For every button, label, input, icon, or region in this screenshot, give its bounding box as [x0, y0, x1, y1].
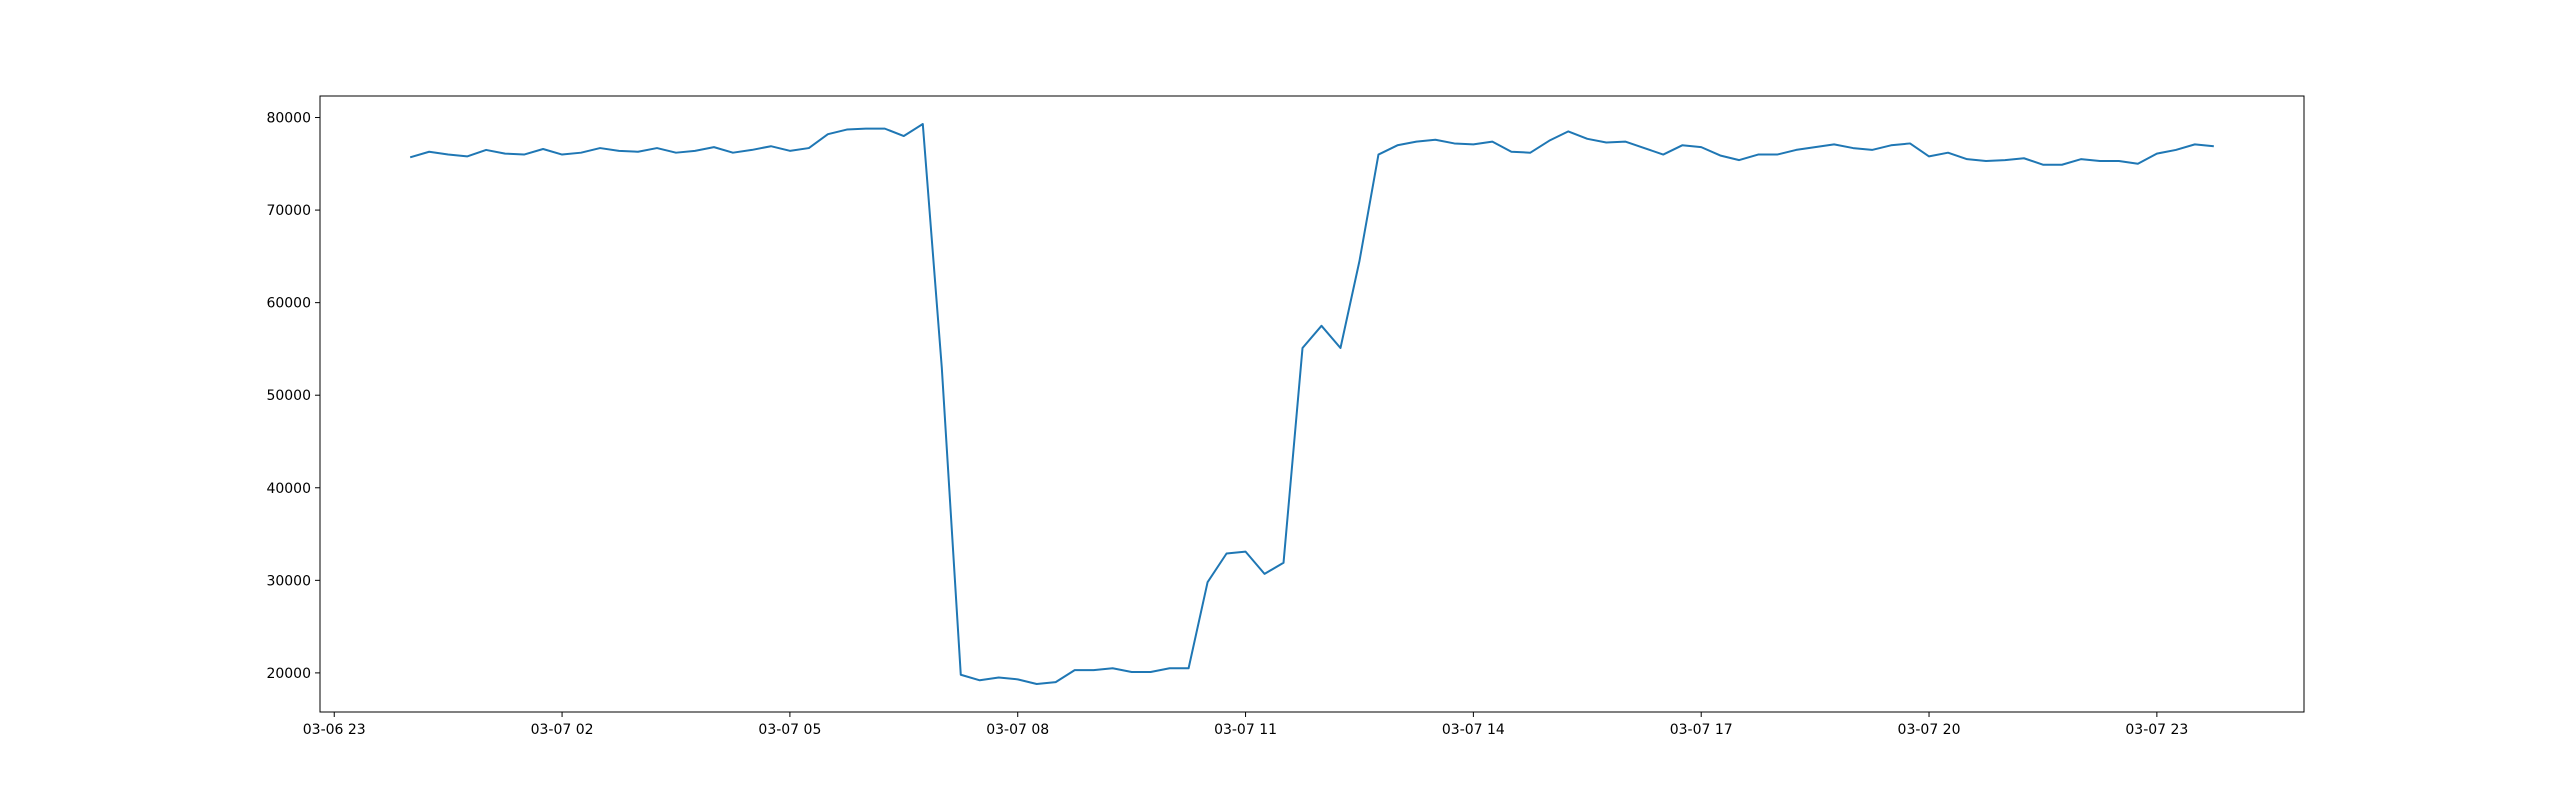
x-tick-label: 03-07 11: [1214, 722, 1277, 738]
x-tick-label: 03-06 23: [303, 722, 366, 738]
y-tick-label: 20000: [266, 666, 311, 682]
y-tick-label: 60000: [266, 296, 311, 312]
x-tick-label: 03-07 08: [986, 722, 1049, 738]
y-tick-label: 50000: [266, 388, 311, 404]
y-tick-label: 40000: [266, 481, 311, 497]
y-tick-label: 30000: [266, 573, 311, 589]
x-tick-label: 03-07 02: [531, 722, 594, 738]
plot-frame: [319, 95, 2305, 713]
x-tick-label: 03-07 20: [1898, 722, 1961, 738]
x-tick-label: 03-07 05: [758, 722, 821, 738]
x-tick-label: 03-07 17: [1670, 722, 1733, 738]
data-line: [409, 123, 2214, 685]
y-tick-label: 80000: [266, 111, 311, 127]
y-tick-label: 70000: [266, 203, 311, 219]
x-tick-label: 03-07 23: [2125, 722, 2188, 738]
x-tick-label: 03-07 14: [1442, 722, 1505, 738]
